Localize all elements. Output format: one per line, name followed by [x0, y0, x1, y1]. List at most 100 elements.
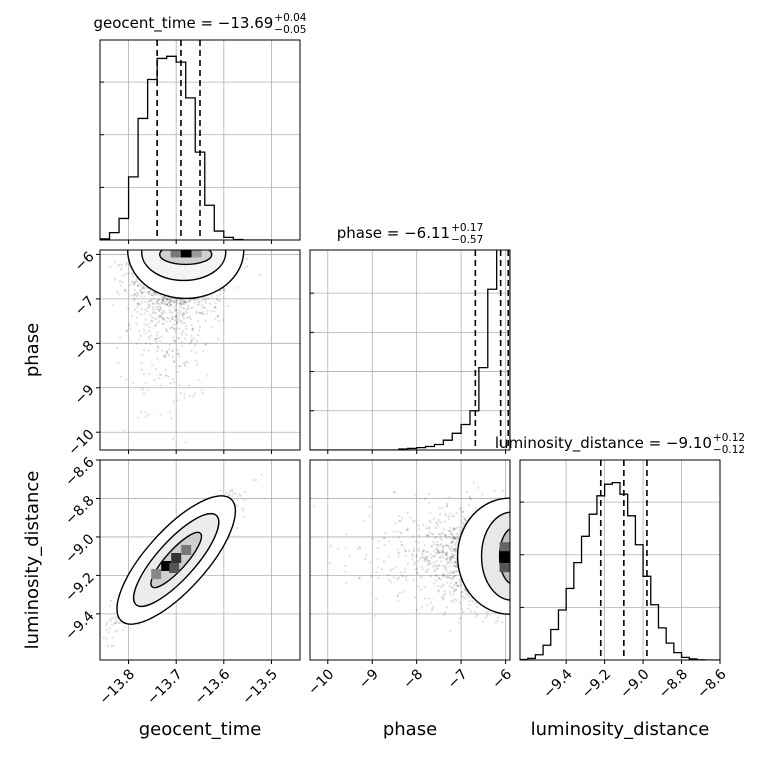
sample-point	[437, 585, 440, 588]
sample-point	[185, 309, 188, 312]
sample-point	[444, 534, 448, 537]
sample-point	[399, 520, 402, 523]
sample-point	[173, 339, 176, 342]
sample-point	[132, 283, 135, 286]
sample-point	[427, 492, 431, 496]
sample-point	[166, 298, 169, 301]
sample-point	[165, 299, 168, 302]
sample-point	[156, 321, 159, 324]
sample-point	[183, 312, 186, 315]
sample-point	[428, 519, 431, 522]
sample-point	[239, 494, 242, 497]
sample-point	[447, 561, 450, 565]
sample-point	[183, 361, 186, 364]
sample-point	[119, 375, 122, 378]
sample-point	[230, 489, 233, 492]
sample-point	[441, 549, 444, 552]
sample-point	[157, 452, 159, 454]
sample-point	[392, 491, 396, 494]
sample-point	[166, 298, 169, 301]
sample-point	[110, 645, 113, 648]
sample-point	[186, 307, 189, 310]
sample-point	[455, 599, 458, 602]
sample-point	[425, 550, 428, 553]
sample-point	[396, 595, 399, 598]
sample-point	[181, 322, 184, 325]
sample-point	[425, 560, 428, 563]
sample-point	[426, 604, 429, 607]
sample-point	[134, 280, 137, 283]
sample-point	[170, 317, 174, 321]
sample-point	[172, 301, 175, 304]
sample-point	[161, 302, 164, 305]
sample-point	[139, 335, 142, 338]
sample-point	[413, 519, 416, 522]
sample-point	[455, 570, 458, 573]
sample-point	[206, 374, 209, 377]
sample-point	[436, 549, 439, 552]
sample-point	[168, 305, 171, 308]
sample-point	[421, 568, 424, 571]
sample-point	[116, 290, 119, 293]
sample-point	[201, 349, 204, 353]
sample-point	[170, 326, 174, 329]
sample-point	[161, 300, 164, 303]
sample-point	[189, 341, 192, 344]
sample-point	[136, 295, 139, 298]
sample-point	[173, 309, 176, 312]
sample-point	[398, 551, 401, 554]
sample-point	[157, 302, 160, 305]
sample-point	[418, 558, 421, 561]
sample-point	[226, 305, 229, 308]
sample-point	[432, 517, 435, 521]
sample-point	[442, 544, 445, 547]
sample-point	[156, 357, 159, 360]
sample-point	[386, 573, 390, 577]
sample-point	[150, 298, 153, 301]
sample-point	[461, 521, 464, 524]
sample-point	[448, 496, 451, 499]
sample-point	[194, 344, 197, 347]
sample-point	[185, 300, 188, 303]
sample-point	[188, 300, 191, 303]
sample-point	[161, 301, 164, 304]
sample-point	[166, 303, 169, 306]
sample-point	[172, 300, 175, 303]
sample-point	[450, 577, 453, 580]
sample-point	[148, 304, 151, 307]
sample-point	[146, 306, 149, 310]
sample-point	[448, 585, 452, 588]
histogram-geocent_time	[100, 55, 272, 240]
sample-point	[458, 580, 461, 583]
sample-point	[455, 526, 459, 529]
sample-point	[433, 582, 436, 585]
sample-point	[157, 298, 160, 301]
sample-point	[163, 302, 166, 305]
sample-point	[162, 311, 166, 314]
sample-point	[414, 596, 417, 599]
sample-point	[189, 317, 192, 320]
sample-point	[182, 314, 185, 317]
sample-point	[151, 453, 153, 455]
sample-point	[177, 337, 180, 340]
sample-point	[458, 526, 461, 529]
sample-point	[176, 319, 179, 322]
sample-point	[160, 314, 163, 317]
sample-point	[155, 337, 158, 340]
sample-point	[183, 393, 186, 396]
sample-point	[180, 300, 183, 303]
sample-point	[183, 300, 186, 303]
sample-point	[427, 501, 430, 504]
sample-point	[147, 413, 150, 416]
sample-point	[461, 510, 464, 513]
sample-point	[115, 620, 118, 623]
sample-point	[162, 317, 165, 320]
sample-point	[178, 364, 181, 367]
sample-point	[161, 316, 164, 319]
sample-point	[180, 310, 183, 314]
sample-point	[445, 566, 448, 569]
sample-point	[216, 294, 219, 297]
sample-point	[455, 588, 458, 591]
sample-point	[161, 300, 164, 303]
sample-point	[412, 579, 415, 582]
